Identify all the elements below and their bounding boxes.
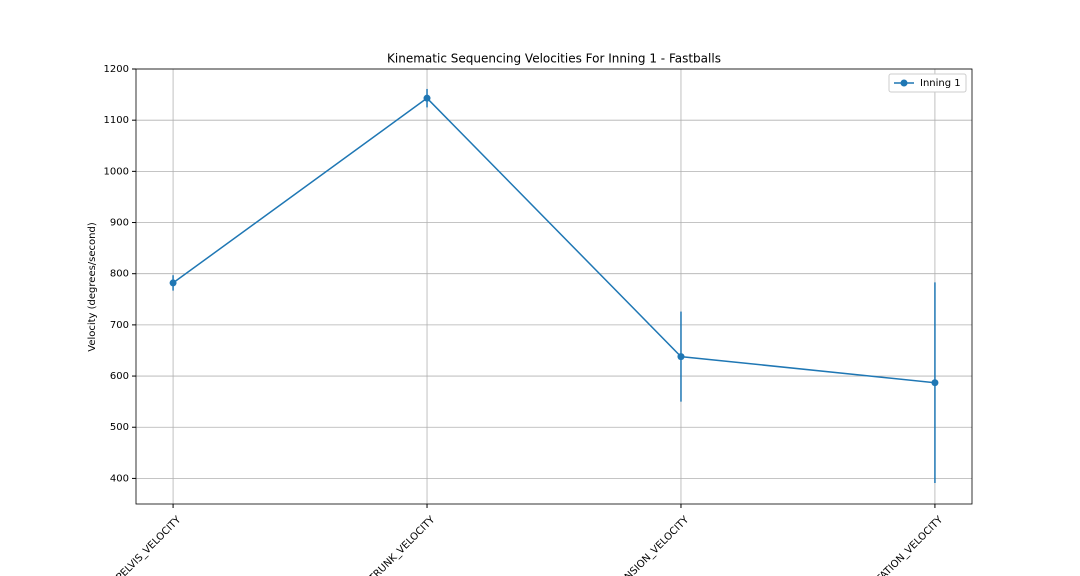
x-tick-label: PELVIS_VELOCITY	[114, 514, 183, 576]
point	[931, 379, 939, 387]
y-tick-label: 1000	[104, 166, 129, 177]
y-tick-label: 600	[110, 371, 129, 382]
y-tick-label: 400	[110, 473, 129, 484]
x-tick-label: ENSION_VELOCITY	[618, 514, 691, 576]
y-tick-label: 800	[110, 269, 129, 280]
y-tick-label: 1200	[104, 64, 129, 75]
legend-marker	[900, 79, 908, 87]
chart-title: Kinematic Sequencing Velocities For Inni…	[387, 52, 721, 66]
y-tick-label: 500	[110, 422, 129, 433]
x-tick-label: TATION_VELOCITY	[874, 514, 946, 576]
y-tick-label: 1100	[104, 115, 129, 126]
legend-box	[888, 73, 967, 93]
line	[172, 97, 935, 384]
y-tick-label: 900	[110, 218, 129, 229]
y-tick-label: 700	[110, 320, 129, 331]
point	[423, 94, 431, 102]
point	[169, 279, 177, 287]
x-tick-label: TRUNK_VELOCITY	[367, 514, 438, 576]
point	[677, 353, 685, 361]
y-axis-label: Velocity (degrees/second)	[87, 222, 98, 352]
plot-frame	[135, 68, 973, 505]
legend-label: Inning 1	[920, 78, 961, 89]
